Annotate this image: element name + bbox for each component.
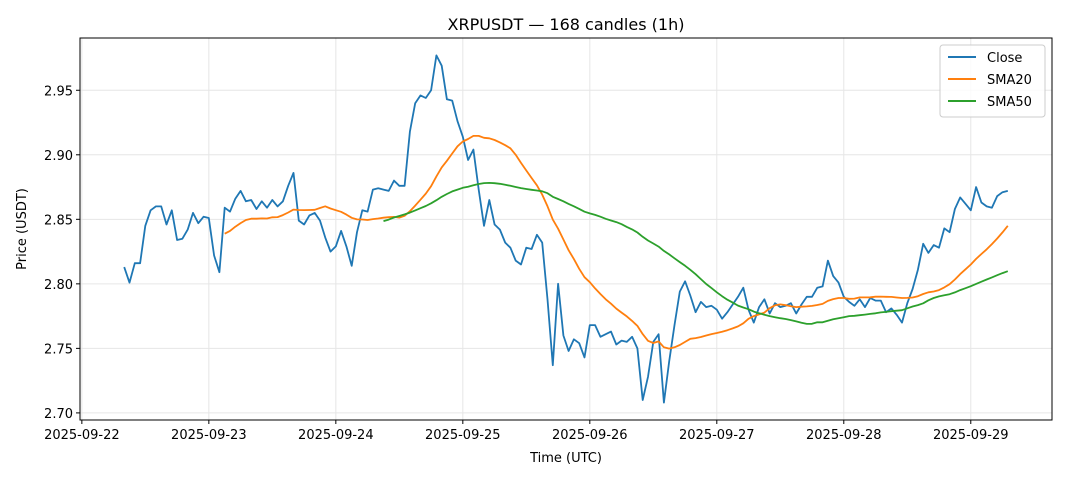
chart-title: XRPUSDT — 168 candles (1h) <box>448 15 685 34</box>
legend-box <box>939 44 1046 118</box>
series-line-sma50 <box>383 182 1009 325</box>
series-line-sma20 <box>224 135 1009 350</box>
y-tick-label: 2.80 <box>44 278 73 293</box>
x-tick-label: 2025-09-22 <box>44 428 120 443</box>
legend-label-sma50: SMA50 <box>987 95 1032 110</box>
x-tick-label: 2025-09-27 <box>679 428 755 443</box>
x-tick-label: 2025-09-25 <box>425 428 501 443</box>
y-tick-label: 2.85 <box>44 213 73 228</box>
x-tick-label: 2025-09-23 <box>171 428 247 443</box>
y-axis-label: Price (USDT) <box>15 188 30 270</box>
y-tick-label: 2.90 <box>44 149 73 164</box>
series-line-close <box>123 54 1009 404</box>
plot-frame <box>79 37 1053 421</box>
x-tick-label: 2025-09-28 <box>806 428 882 443</box>
legend-label-close: Close <box>987 51 1022 66</box>
series-lines <box>123 54 1009 404</box>
x-tick-label: 2025-09-29 <box>933 428 1009 443</box>
y-tick-label: 2.95 <box>44 84 73 99</box>
y-tick-label: 2.70 <box>44 407 73 422</box>
x-tick-label: 2025-09-24 <box>298 428 374 443</box>
x-tick-label: 2025-09-26 <box>552 428 628 443</box>
axis-ticks: 2025-09-22 2025-09-23 2025-09-24 2025-09-25… <box>44 84 1009 443</box>
legend: Close SMA20 SMA50 <box>939 44 1046 118</box>
legend-label-sma20: SMA20 <box>987 73 1032 88</box>
y-tick-label: 2.75 <box>44 342 73 357</box>
x-axis-label: Time (UTC) <box>529 451 602 466</box>
